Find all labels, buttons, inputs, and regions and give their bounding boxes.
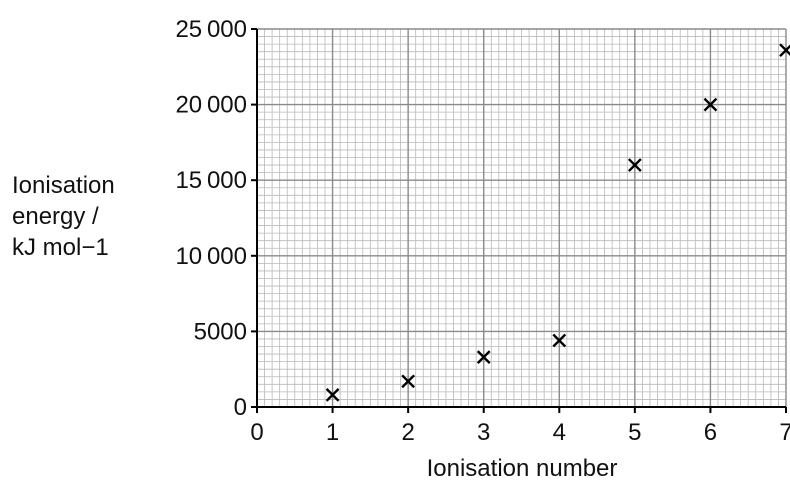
data-point-cross bbox=[552, 333, 567, 348]
x-tick-label: 1 bbox=[326, 419, 339, 446]
cross-stroke bbox=[325, 388, 340, 402]
cross-stroke bbox=[703, 97, 718, 112]
y-tick-label: 5000 bbox=[194, 318, 247, 345]
y-tick-label: 0 bbox=[234, 394, 247, 421]
x-axis-label: Ionisation number bbox=[427, 455, 618, 480]
y-tick-label: 15 000 bbox=[175, 167, 247, 194]
y-axis-label-line-1: Ionisation bbox=[12, 172, 115, 199]
data-point-cross bbox=[325, 388, 340, 402]
data-points bbox=[325, 43, 790, 402]
data-point-cross bbox=[628, 158, 642, 172]
data-point-cross bbox=[703, 97, 718, 112]
x-tick-label: 5 bbox=[628, 419, 641, 446]
y-axis-label-line-2: energy / bbox=[12, 203, 99, 230]
y-tick-labels: 0 5000 10 000 15 000 20 000 25 000 bbox=[175, 16, 247, 421]
x-tick-labels: 0 1 2 3 4 5 6 7 bbox=[250, 419, 790, 446]
y-tick-label: 25 000 bbox=[175, 16, 247, 43]
x-tick-label: 6 bbox=[704, 419, 717, 446]
data-point-cross bbox=[401, 374, 415, 389]
y-axis-label-line-3: kJ mol−1 bbox=[12, 234, 109, 261]
x-tick-label: 3 bbox=[477, 419, 490, 446]
cross-stroke bbox=[476, 350, 491, 364]
y-tick-label: 10 000 bbox=[175, 243, 247, 270]
x-tick-label: 7 bbox=[779, 419, 790, 446]
x-tick-label: 4 bbox=[553, 419, 566, 446]
minor-grid bbox=[257, 29, 786, 407]
x-tick-label: 0 bbox=[250, 419, 263, 446]
data-point-cross bbox=[779, 43, 790, 58]
cross-stroke bbox=[401, 374, 415, 389]
axes bbox=[251, 28, 787, 413]
cross-stroke bbox=[552, 333, 567, 348]
x-tick-label: 2 bbox=[401, 419, 414, 446]
cross-stroke bbox=[628, 158, 642, 172]
y-tick-label: 20 000 bbox=[175, 92, 247, 119]
cross-stroke bbox=[779, 44, 790, 58]
data-point-cross bbox=[476, 350, 491, 364]
